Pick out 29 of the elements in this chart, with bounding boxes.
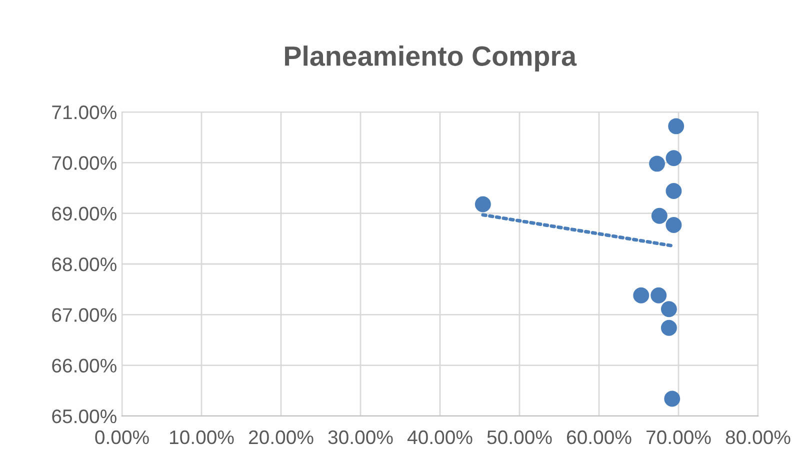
- x-tick-label: 0.00%: [95, 430, 149, 444]
- x-tick-label: 50.00%: [487, 430, 552, 444]
- y-tick-label: 68.00%: [52, 257, 116, 272]
- x-tick-label: 70.00%: [646, 430, 711, 444]
- x-tick-label: 20.00%: [249, 430, 314, 444]
- point: [666, 217, 682, 233]
- x-tick-label: 30.00%: [328, 430, 393, 444]
- point: [660, 301, 677, 318]
- point: [633, 287, 650, 304]
- chart-title: Planeamiento Compra: [285, 46, 577, 72]
- y-tick-label: 66.00%: [52, 358, 116, 373]
- point: [660, 320, 677, 336]
- point: [650, 287, 667, 304]
- point: [474, 196, 491, 212]
- x-tick-label: 80.00%: [726, 430, 790, 444]
- point: [666, 150, 682, 166]
- point: [651, 208, 668, 224]
- x-tick-label: 40.00%: [407, 430, 472, 444]
- y-tick-label: 69.00%: [52, 206, 116, 221]
- point: [668, 118, 684, 134]
- x-tick-label: 10.00%: [170, 430, 234, 444]
- y-tick-label: 65.00%: [52, 409, 116, 424]
- y-tick-label: 71.00%: [52, 105, 116, 120]
- point: [666, 183, 682, 200]
- y-tick-label: 67.00%: [52, 308, 116, 322]
- point: [664, 390, 680, 407]
- point: [649, 156, 666, 172]
- x-tick-label: 60.00%: [567, 430, 632, 444]
- y-tick-label: 70.00%: [52, 156, 116, 170]
